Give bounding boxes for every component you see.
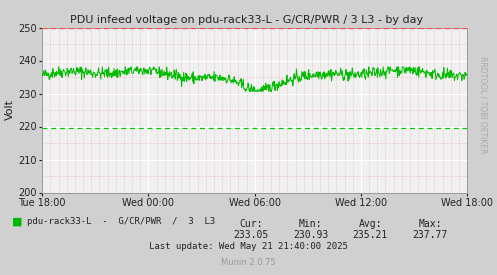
Text: pdu-rack33-L  -  G/CR/PWR  /  3  L3: pdu-rack33-L - G/CR/PWR / 3 L3 [27, 217, 216, 226]
Text: Munin 2.0.75: Munin 2.0.75 [221, 258, 276, 267]
Text: Avg:: Avg: [358, 219, 382, 229]
Y-axis label: Volt: Volt [5, 100, 15, 120]
Text: ■: ■ [12, 216, 23, 226]
Text: Last update: Wed May 21 21:40:00 2025: Last update: Wed May 21 21:40:00 2025 [149, 242, 348, 251]
Text: 235.21: 235.21 [353, 230, 388, 240]
Text: Cur:: Cur: [239, 219, 263, 229]
Text: 233.05: 233.05 [234, 230, 268, 240]
Text: Max:: Max: [418, 219, 442, 229]
Text: RRDTOOL / TOBI OETIKER: RRDTOOL / TOBI OETIKER [479, 56, 488, 153]
Text: Min:: Min: [299, 219, 323, 229]
Title: PDU infeed voltage on pdu-rack33-L - G/CR/PWR / 3 L3 - by day: PDU infeed voltage on pdu-rack33-L - G/C… [70, 15, 423, 25]
Text: 237.77: 237.77 [413, 230, 447, 240]
Text: 230.93: 230.93 [293, 230, 328, 240]
